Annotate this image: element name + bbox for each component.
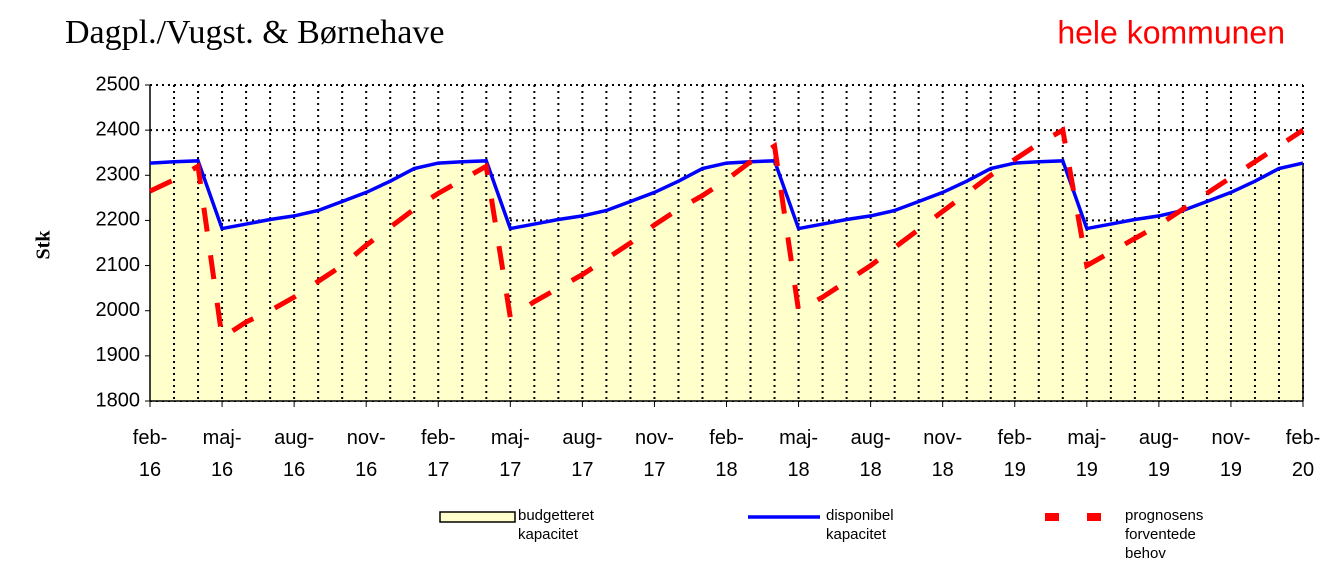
x-tick-label: feb-16 [132, 427, 168, 481]
x-tick-label: maj-17 [490, 427, 530, 481]
y-tick-label: 2400 [96, 118, 141, 140]
x-tick-label: nov-18 [923, 427, 963, 481]
area [150, 160, 1303, 401]
legend-label: disponibel kapacitet [826, 507, 894, 543]
y-tick-label: 1900 [96, 344, 141, 366]
y-tick-label: 1800 [96, 389, 141, 411]
x-tick-label: aug-17 [562, 427, 603, 481]
y-tick-label: 2300 [96, 164, 141, 186]
x-tick-label: maj-19 [1067, 427, 1107, 481]
y-tick-label: 2200 [96, 209, 141, 231]
x-tick-label: nov-17 [634, 427, 674, 481]
x-tick-label: feb-19 [997, 427, 1032, 481]
y-tick-label: 2100 [96, 254, 141, 276]
legend-label: budgetteret kapacitet [518, 507, 594, 543]
y-axis-label: Stk [33, 230, 55, 260]
x-tick-label: feb-18 [709, 427, 744, 481]
x-tick-label: feb-17 [421, 427, 456, 481]
chart-subtitle: hele kommunen [1057, 14, 1285, 50]
legend-swatch [439, 511, 516, 523]
x-tick-label: nov-16 [346, 427, 386, 481]
legend-label: prognosens forventede behov [1125, 507, 1204, 562]
x-tick-label: feb-20 [1285, 427, 1321, 481]
x-tick-label: aug-18 [850, 427, 891, 481]
x-tick-label: aug-19 [1138, 427, 1179, 481]
chart-title: Dagpl./Vugst. & Børnehave [65, 14, 444, 51]
y-tick-label: 2000 [96, 299, 141, 321]
x-tick-label: nov-19 [1211, 427, 1251, 481]
line [149, 159, 1304, 231]
x-tick-label: maj-18 [779, 427, 818, 481]
y-tick-label: 2500 [96, 73, 141, 95]
x-tick-label: maj-16 [202, 427, 242, 481]
x-tick-label: aug-16 [274, 427, 315, 481]
